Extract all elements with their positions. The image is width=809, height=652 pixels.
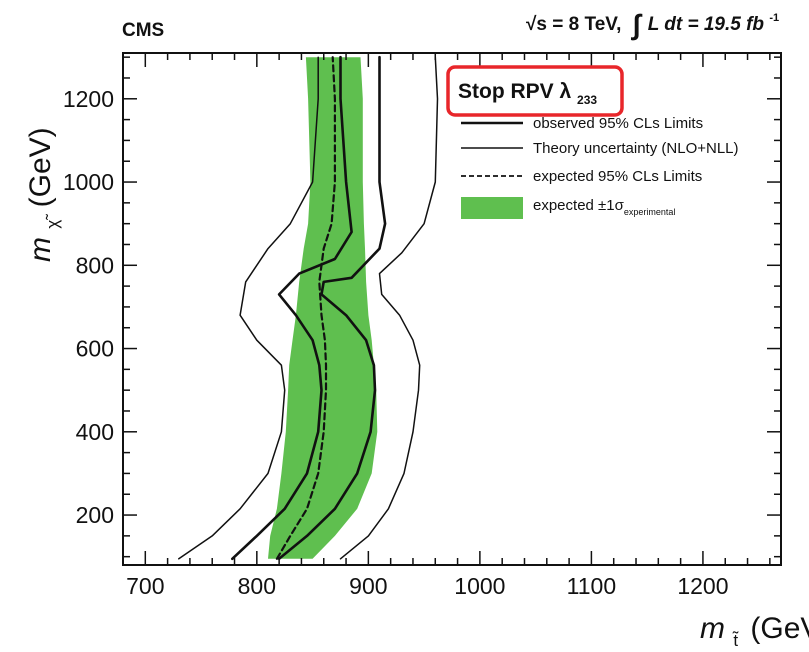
legend-label: expected ±1σexperimental <box>533 197 675 217</box>
energy-lumi-label: √s = 8 TeV, ∫ L dt = 19.5 fb -1 <box>526 9 779 41</box>
legend-label: Theory uncertainty (NLO+NLL) <box>533 140 739 157</box>
svg-text:m t̃ (GeV): m t̃ (GeV) <box>700 612 809 652</box>
legend-item-solid-thin: Theory uncertainty (NLO+NLL) <box>461 140 739 157</box>
y-tick-label: 200 <box>76 502 114 528</box>
legend-item-dashed: expected 95% CLs Limits <box>461 168 702 185</box>
y-axis-subscript: χ̃ <box>43 214 62 229</box>
y-ticks: 200 400 600 800 1000 1200 <box>63 56 781 558</box>
title-highlight-box <box>446 65 624 117</box>
legend-title-text: Stop RPV λ <box>458 80 572 103</box>
plot-frame <box>122 52 782 566</box>
x-tick-label: 700 <box>126 573 164 599</box>
legend: Stop RPV λ 233 observed 95% CLs Limits Th… <box>446 65 739 219</box>
y-axis-symbol: m <box>24 237 57 262</box>
curve-solid-thick-0 <box>231 55 353 561</box>
y-axis-unit: (GeV) <box>24 127 57 207</box>
curve-dashed-4 <box>275 56 336 560</box>
svg-text:m χ̃ (GeV): m χ̃ (GeV) <box>24 127 65 262</box>
x-axis-unit: (GeV) <box>750 612 809 645</box>
lumi-integral: ∫ <box>631 9 643 41</box>
svg-text:√s = 8 TeV, ∫ L dt: √s = 8 TeV, ∫ L dt = 19.5 fb -1 <box>526 9 779 41</box>
limit-curves <box>178 55 439 561</box>
x-tick-label: 800 <box>238 573 276 599</box>
expected-1sigma-band <box>268 57 378 559</box>
curve-solid-thick-1 <box>277 55 387 561</box>
lumi-exponent: -1 <box>769 12 779 24</box>
x-tick-label: 1200 <box>677 573 728 599</box>
y-tick-label: 800 <box>76 252 114 278</box>
curve-solid-thin-3 <box>339 56 439 560</box>
legend-item-solid-thick: observed 95% CLs Limits <box>461 115 703 132</box>
y-tick-label: 1200 <box>63 86 114 112</box>
x-tick-label: 900 <box>349 573 387 599</box>
y-tick-label: 400 <box>76 419 114 445</box>
x-axis-symbol: m <box>700 612 725 645</box>
x-tick-label: 1100 <box>567 573 616 599</box>
legend-item-band: expected ±1σexperimental <box>461 197 675 219</box>
legend-label: expected 95% CLs Limits <box>533 168 702 185</box>
curve-solid-thin-2 <box>178 56 319 560</box>
legend-symbol <box>461 197 523 219</box>
x-tick-label: 1000 <box>454 573 505 599</box>
lumi-expr: L dt = 19.5 fb <box>648 14 765 35</box>
legend-title: Stop RPV λ 233 <box>458 80 597 107</box>
experiment-label: CMS <box>122 20 164 41</box>
legend-title-sub: 233 <box>577 93 597 107</box>
x-axis-subscript: t̃ <box>732 631 739 650</box>
energy-text: √s = 8 TeV, <box>526 14 621 35</box>
x-ticks: 700 800 900 1000 1100 1200 <box>126 53 771 599</box>
x-axis-label: m t̃ (GeV) <box>700 612 809 652</box>
y-axis-label: m χ̃ (GeV) <box>24 127 65 262</box>
legend-label: observed 95% CLs Limits <box>533 115 703 132</box>
y-tick-label: 600 <box>76 336 114 362</box>
y-tick-label: 1000 <box>63 169 114 195</box>
